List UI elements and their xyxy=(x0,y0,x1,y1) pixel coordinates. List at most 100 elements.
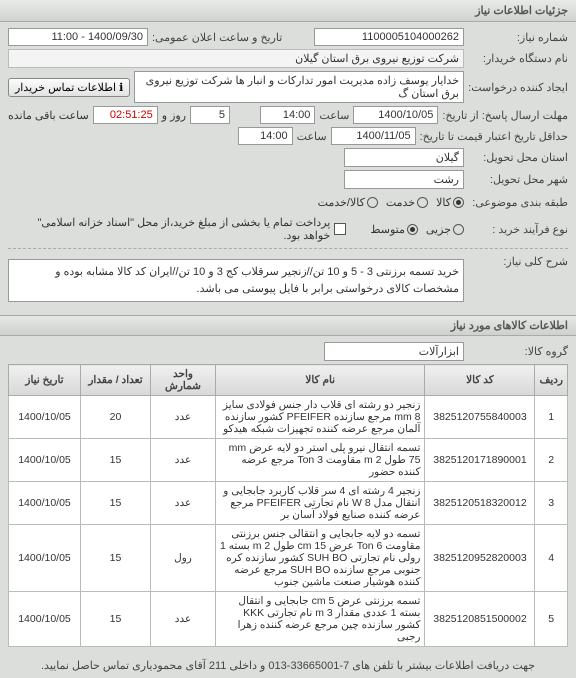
radio-jozee-label: جزیی xyxy=(426,223,451,236)
field-buyer-org: شرکت توزیع نیروی برق استان گیلان xyxy=(8,49,464,68)
label-time-2: ساعت xyxy=(297,130,327,143)
col-row: ردیف xyxy=(535,365,568,396)
radio-dot-icon xyxy=(407,224,418,235)
field-remaining: 02:51:25 xyxy=(93,106,158,124)
radio-motavaset[interactable]: متوسط xyxy=(370,223,418,236)
radio-empty-icon xyxy=(367,197,378,208)
field-pub-date: 1400/09/30 - 11:00 xyxy=(8,28,148,46)
radio-khedmat-label: خدمت xyxy=(386,196,415,209)
label-need-no: شماره نیاز: xyxy=(468,31,568,44)
form-top: شماره نیاز: 1100005104000262 تاریخ و ساع… xyxy=(0,22,576,315)
pay-checkbox[interactable] xyxy=(334,223,346,235)
label-req-creator: ایجاد کننده درخواست: xyxy=(468,81,568,94)
table-cell: رول xyxy=(151,525,216,592)
radio-dot-icon xyxy=(453,197,464,208)
label-days: روز و xyxy=(162,109,186,122)
category-radios: کالا خدمت کالا/خدمت xyxy=(318,196,464,209)
table-row: 13825120755840003زنجیر دو رشته ای قلاب د… xyxy=(9,396,568,439)
label-buy-type: نوع فرآیند خرید : xyxy=(468,223,568,236)
goods-area: گروه کالا: ابزارآلات ردیف کد کالا نام کا… xyxy=(0,336,576,653)
label-province: استان محل تحویل: xyxy=(468,151,568,164)
label-city: شهر محل تحویل: xyxy=(468,173,568,186)
radio-empty-icon xyxy=(453,224,464,235)
label-need-title: شرح کلی نیاز: xyxy=(468,255,568,268)
field-d2-time: 14:00 xyxy=(238,127,293,145)
table-row: 43825120952820003تسمه دو لایه جابجایی و … xyxy=(9,525,568,592)
col-name: نام کالا xyxy=(216,365,425,396)
table-cell: 3825120518320012 xyxy=(425,482,535,525)
label-deadline-to: حداقل تاریخ اعتبار قیمت تا تاریخ: xyxy=(420,130,568,143)
field-req-creator: خدایار یوسف زاده مدیریت امور تدارکات و ا… xyxy=(134,71,464,103)
goods-table: ردیف کد کالا نام کالا واحد شمارش تعداد /… xyxy=(8,364,568,647)
radio-empty-icon xyxy=(417,197,428,208)
col-unit: واحد شمارش xyxy=(151,365,216,396)
label-deadline-from: مهلت ارسال پاسخ: از تاریخ: xyxy=(442,109,568,122)
contact-btn-label: اطلاعات تماس خریدار xyxy=(15,82,116,94)
table-cell: 15 xyxy=(81,439,151,482)
table-cell: 4 xyxy=(535,525,568,592)
table-cell: تسمه برزنتی عرض cm 5 جابجایی و انتقال بس… xyxy=(216,592,425,647)
field-city: رشت xyxy=(344,170,464,189)
goods-section-header: اطلاعات کالاهای مورد نیاز xyxy=(0,315,576,336)
radio-both-label: کالا/خدمت xyxy=(318,196,365,209)
table-row: 53825120851500002تسمه برزنتی عرض cm 5 جا… xyxy=(9,592,568,647)
table-cell: عدد xyxy=(151,482,216,525)
radio-both[interactable]: کالا/خدمت xyxy=(318,196,378,209)
label-remaining: ساعت باقی مانده xyxy=(8,109,89,122)
radio-kala-label: کالا xyxy=(436,196,451,209)
info-icon: ℹ xyxy=(119,82,123,94)
page-header: جزئیات اطلاعات نیاز xyxy=(0,0,576,22)
field-days: 5 xyxy=(190,106,230,124)
table-cell: 20 xyxy=(81,396,151,439)
field-d1-date: 1400/10/05 xyxy=(353,106,438,124)
table-cell: تسمه انتقال نیرو پلی استر دو لایه عرض mm… xyxy=(216,439,425,482)
table-cell: 3 xyxy=(535,482,568,525)
table-cell: 3825120171890001 xyxy=(425,439,535,482)
label-time-1: ساعت xyxy=(319,109,349,122)
table-cell: عدد xyxy=(151,396,216,439)
col-qty: تعداد / مقدار xyxy=(81,365,151,396)
col-date: تاریخ نیاز xyxy=(9,365,81,396)
table-cell: 15 xyxy=(81,525,151,592)
table-cell: 2 xyxy=(535,439,568,482)
table-cell: عدد xyxy=(151,592,216,647)
table-cell: زنجیر دو رشته ای قلاب دار جنس فولادی سای… xyxy=(216,396,425,439)
table-cell: 3825120755840003 xyxy=(425,396,535,439)
table-cell: 15 xyxy=(81,482,151,525)
table-cell: 1400/10/05 xyxy=(9,482,81,525)
pay-note: پرداخت تمام یا بخشی از مبلغ خرید،از محل … xyxy=(8,216,330,242)
table-cell: 1400/10/05 xyxy=(9,592,81,647)
label-pub-date: تاریخ و ساعت اعلان عمومی: xyxy=(152,31,282,44)
contact-info-button[interactable]: ℹ اطلاعات تماس خریدار xyxy=(8,78,130,97)
col-code: کد کالا xyxy=(425,365,535,396)
label-group: گروه کالا: xyxy=(468,345,568,358)
footer-note: جهت دریافت اطلاعات بیشتر با تلفن های 7-3… xyxy=(0,653,576,678)
table-cell: 1400/10/05 xyxy=(9,525,81,592)
table-cell: عدد xyxy=(151,439,216,482)
field-group: ابزارآلات xyxy=(324,342,464,361)
label-buyer-org: نام دستگاه خریدار: xyxy=(468,52,568,65)
table-cell: 15 xyxy=(81,592,151,647)
field-province: گیلان xyxy=(344,148,464,167)
field-need-no: 1100005104000262 xyxy=(314,28,464,46)
table-cell: 1 xyxy=(535,396,568,439)
buytype-radios: جزیی متوسط xyxy=(370,223,464,236)
field-d2-date: 1400/11/05 xyxy=(331,127,416,145)
table-cell: تسمه دو لایه جابجایی و انتقالی جنس برزنت… xyxy=(216,525,425,592)
need-description: خرید تسمه برزنتی 3 - 5 و 10 تن//زنجیر سر… xyxy=(8,259,464,302)
table-cell: 1400/10/05 xyxy=(9,439,81,482)
table-cell: 3825120952820003 xyxy=(425,525,535,592)
radio-khedmat[interactable]: خدمت xyxy=(386,196,428,209)
table-row: 33825120518320012زنجیر 4 رشته ای 4 سر قل… xyxy=(9,482,568,525)
table-cell: 5 xyxy=(535,592,568,647)
table-cell: 3825120851500002 xyxy=(425,592,535,647)
table-header-row: ردیف کد کالا نام کالا واحد شمارش تعداد /… xyxy=(9,365,568,396)
radio-kala[interactable]: کالا xyxy=(436,196,464,209)
label-category: طبقه بندی موضوعی: xyxy=(468,196,568,209)
radio-jozee[interactable]: جزیی xyxy=(426,223,464,236)
field-d1-time: 14:00 xyxy=(260,106,315,124)
table-row: 23825120171890001تسمه انتقال نیرو پلی اس… xyxy=(9,439,568,482)
table-cell: 1400/10/05 xyxy=(9,396,81,439)
radio-motavaset-label: متوسط xyxy=(370,223,405,236)
table-cell: زنجیر 4 رشته ای 4 سر قلاب کاربرد جابجایی… xyxy=(216,482,425,525)
